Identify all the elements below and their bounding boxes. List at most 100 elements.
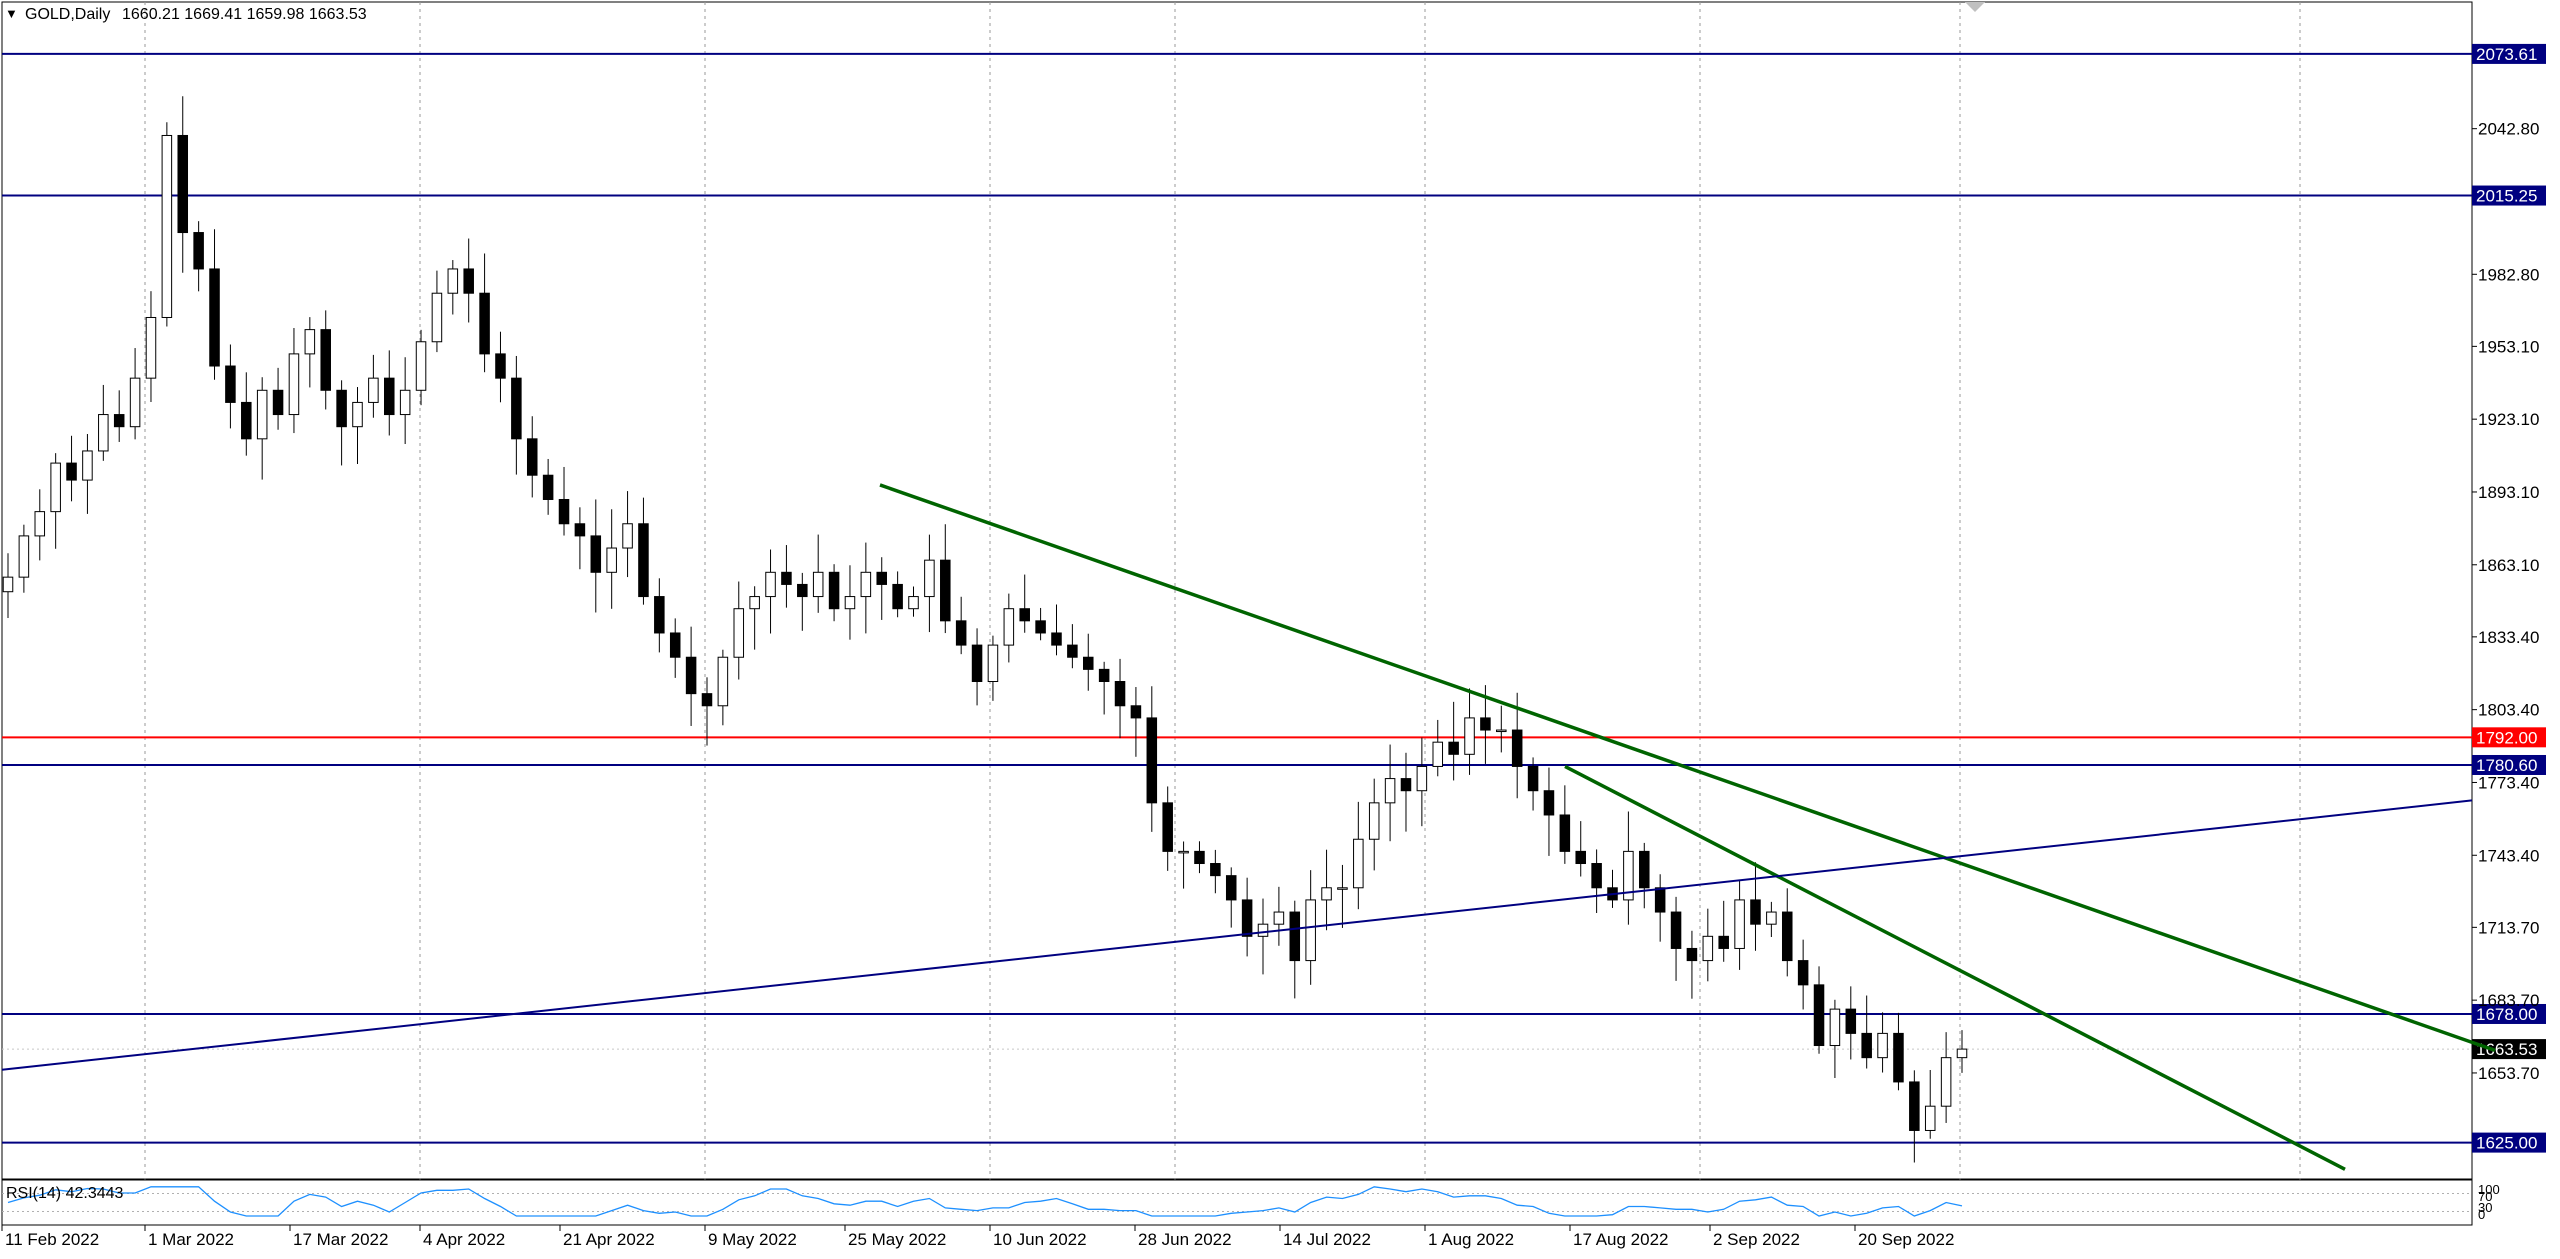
time-axis-label: 17 Mar 2022	[293, 1230, 388, 1249]
time-axis-label: 17 Aug 2022	[1573, 1230, 1668, 1249]
level-badge	[2472, 1132, 2546, 1153]
candle-bullish	[34, 511, 46, 537]
candle-bearish	[781, 571, 792, 585]
candle-bearish	[1893, 1032, 1904, 1083]
candle-bullish	[415, 341, 427, 391]
candle-bearish	[66, 462, 77, 481]
time-axis-label: 1 Aug 2022	[1428, 1230, 1514, 1249]
candle-bullish	[288, 353, 300, 416]
triangle-down-icon[interactable]: ▼	[5, 6, 18, 21]
candle-bearish	[1289, 911, 1301, 962]
candle-bullish	[1178, 850, 1189, 854]
candle-bullish	[924, 559, 935, 598]
rsi-panel-frame	[1, 1179, 2473, 1226]
time-axis-label: 14 Jul 2022	[1283, 1230, 1371, 1249]
candle-bearish	[1019, 608, 1030, 622]
candle-bullish	[717, 656, 729, 707]
candle-bullish	[1368, 802, 1380, 840]
candle-bearish	[1670, 911, 1682, 949]
candle-bullish	[860, 571, 872, 598]
time-axis-label: 4 Apr 2022	[423, 1230, 505, 1249]
candle-bearish	[590, 535, 602, 573]
level-badge-label: 2015.25	[2476, 187, 2537, 206]
candle-bullish	[812, 571, 824, 598]
candle-bullish	[1766, 911, 1777, 925]
candle-bearish	[1559, 814, 1571, 852]
candle-bearish	[1241, 899, 1253, 937]
time-axis-label: 28 Jun 2022	[1138, 1230, 1232, 1249]
candle-bearish	[1543, 790, 1555, 816]
candle-bearish	[1639, 850, 1650, 889]
candle-bullish	[82, 450, 93, 481]
candle-bearish	[1194, 850, 1205, 865]
candle-bearish	[193, 232, 204, 270]
trendlines[interactable]	[1, 483, 2496, 1171]
price-axis-label: 2042.80	[2478, 120, 2539, 139]
candle-bearish	[542, 474, 554, 500]
candle-bearish	[1511, 729, 1523, 767]
trendline-green-upper[interactable]	[879, 483, 2496, 1053]
candle-bullish	[765, 571, 776, 598]
candle-bullish	[1702, 935, 1714, 962]
price-axis-label: 1953.10	[2478, 337, 2539, 356]
candle-bullish	[1257, 923, 1269, 937]
candle-bearish	[1130, 705, 1142, 719]
rsi-label: RSI(14) 42.3443	[6, 1185, 124, 1202]
candle-bullish	[1321, 887, 1332, 901]
candle-bearish	[1035, 620, 1046, 634]
candle-bullish	[1273, 911, 1285, 925]
level-badge-label: 1678.00	[2476, 1005, 2537, 1024]
symbol-label: GOLD,Daily	[25, 6, 110, 23]
candle-bullish	[161, 134, 173, 318]
candle-bearish	[1225, 875, 1237, 901]
candle-bearish	[685, 656, 697, 695]
time-axis-label: 2 Sep 2022	[1713, 1230, 1800, 1249]
level-badge	[2472, 754, 2546, 775]
chart-shift-marker[interactable]	[1965, 2, 1985, 12]
level-badge-label: 1625.00	[2476, 1134, 2537, 1153]
trendline-blue-rising[interactable]	[1, 799, 2473, 1071]
candle-bullish	[1956, 1048, 1968, 1059]
candle-bearish	[336, 389, 347, 428]
trendline-green-lower[interactable]	[1564, 764, 2346, 1171]
candle-bearish	[384, 377, 395, 416]
candle-bearish	[272, 389, 284, 416]
rsi-line	[7, 1186, 1963, 1217]
horizontal-levels[interactable]: 2073.61 2015.25 1792.00 1780.60 1678.00 1625.…	[2, 43, 2546, 1153]
candle-bullish	[1305, 899, 1316, 962]
rsi-axis-label: 100	[2478, 1182, 2500, 1197]
time-axis-label: 11 Feb 2022	[5, 1230, 99, 1249]
candles	[2, 96, 1968, 1163]
time-axis-label: 1 Mar 2022	[148, 1230, 234, 1249]
candle-bearish	[971, 644, 983, 683]
time-axis-label: 9 May 2022	[708, 1230, 797, 1249]
price-axis-label: 1863.10	[2478, 556, 2539, 575]
candle-bearish	[1909, 1081, 1920, 1131]
current-price-badge	[2472, 1039, 2546, 1060]
candle-bullish	[399, 389, 411, 416]
rsi-axis-label: 30	[2478, 1200, 2492, 1215]
time-axis-label: 10 Jun 2022	[993, 1230, 1087, 1249]
level-badge-label: 2073.61	[2476, 45, 2537, 64]
candle-bullish	[1829, 1008, 1841, 1047]
candle-bullish	[1623, 850, 1634, 901]
candle-bullish	[352, 401, 363, 428]
main-plot-frame	[1, 1, 2473, 1180]
ohlc-values: 1660.21 1669.41 1659.98 1663.53	[122, 6, 367, 23]
candle-bullish	[1337, 887, 1348, 890]
candle-bullish	[844, 596, 856, 610]
candle-bearish	[463, 268, 474, 294]
candle-bearish	[797, 583, 808, 598]
candle-bullish	[368, 377, 379, 403]
candle-bearish	[1718, 935, 1729, 949]
candle-bearish	[574, 523, 586, 537]
candle-bullish	[304, 329, 316, 355]
price-axis-label: 1982.80	[2478, 265, 2539, 284]
candle-bearish	[1813, 984, 1825, 1047]
price-axis-label: 1773.40	[2478, 773, 2539, 792]
candle-bearish	[669, 632, 681, 658]
candle-bullish	[129, 377, 141, 428]
